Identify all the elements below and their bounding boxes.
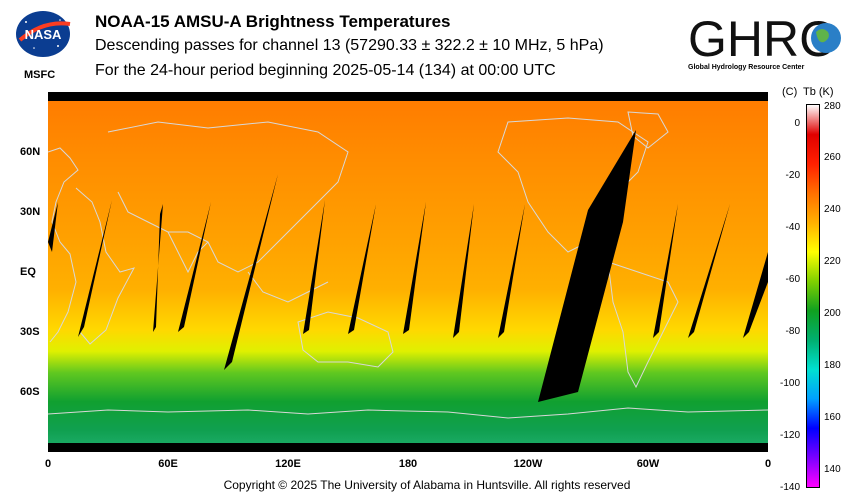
nasa-logo-text: NASA — [25, 27, 62, 42]
north-pole-gap — [48, 92, 768, 101]
colorbar-kelvin-tick: 280 — [824, 100, 841, 112]
colorbar-kelvin-tick: 160 — [824, 411, 841, 423]
y-tick-label: EQ — [20, 266, 36, 278]
orbit-swaths — [48, 130, 768, 402]
colorbar-kelvin-tick: 200 — [824, 308, 841, 320]
swath-9 — [453, 204, 474, 338]
y-tick-label: 30S — [20, 326, 40, 338]
coast-europe-africa — [48, 147, 79, 343]
colorbar-celsius-tick: 0 — [794, 118, 800, 130]
colorbar-kelvin-tick: 220 — [824, 256, 841, 268]
copyright-text: Copyright © 2025 The University of Alaba… — [223, 478, 631, 492]
x-tick-label: 60E — [158, 458, 178, 470]
colorbar-celsius-tick: -100 — [779, 377, 800, 389]
swath-7 — [348, 204, 376, 334]
colorbar-kelvin-tick: 180 — [824, 360, 841, 372]
colorbar-kelvin-label: Tb (K) — [803, 86, 834, 98]
swath-3 — [153, 204, 163, 332]
coast-africa-east — [75, 187, 135, 345]
colorbar — [806, 104, 820, 488]
coast-antarctica — [48, 407, 768, 419]
swath-6 — [303, 200, 325, 334]
swath-2 — [78, 200, 112, 337]
x-tick-label: 120W — [513, 458, 543, 470]
x-tick-label: 120E — [275, 458, 301, 470]
ghrc-logo-text: GHRC — [688, 11, 835, 64]
colorbar-celsius-tick: -60 — [785, 274, 800, 286]
y-tick-label: 60N — [20, 146, 41, 158]
y-tick-label: 60S — [20, 386, 40, 398]
x-tick-label: 180 — [398, 458, 418, 470]
coast-india — [167, 231, 209, 274]
brightness-map — [48, 92, 768, 452]
coast-greenland — [627, 111, 669, 149]
swath-13 — [688, 204, 730, 338]
swath-11 — [538, 130, 636, 402]
ghrc-logo: GHRC — [688, 11, 841, 64]
swath-1 — [48, 202, 58, 252]
swath-8 — [403, 202, 426, 334]
colorbar-celsius-tick: -40 — [785, 222, 800, 234]
nasa-logo: NASA — [16, 11, 71, 57]
swath-12 — [653, 204, 678, 338]
x-tick-label: 0 — [764, 458, 772, 470]
swath-10 — [498, 204, 525, 338]
coast-australia — [297, 311, 394, 368]
plot-subtitle: Descending passes for channel 13 (57290.… — [95, 37, 604, 54]
ghrc-subtitle: Global Hydrology Resource Center — [688, 64, 805, 71]
swath-4 — [178, 202, 211, 332]
swath-5 — [224, 174, 278, 370]
msfc-label: MSFC — [24, 69, 56, 81]
plot-title: NOAA-15 AMSU-A Brightness Temperatures — [95, 12, 451, 31]
period-text: For the 24-hour period beginning 2025-05… — [95, 62, 556, 79]
x-tick-label: 0 — [44, 458, 52, 470]
y-tick-label: 30N — [20, 206, 41, 218]
colorbar-celsius-tick: -80 — [785, 325, 800, 337]
colorbar-celsius-tick: -20 — [785, 170, 800, 182]
coast-se-asia — [247, 271, 329, 303]
colorbar-kelvin-tick: 140 — [824, 463, 841, 475]
south-pole-gap — [48, 443, 768, 452]
map-background — [48, 92, 768, 452]
colorbar-celsius-label: (C) — [782, 86, 798, 98]
colorbar-kelvin-tick: 260 — [824, 152, 841, 164]
x-tick-label: 60W — [636, 458, 660, 470]
coast-south-america — [607, 261, 679, 389]
colorbar-celsius-tick: -140 — [779, 481, 800, 493]
colorbar-kelvin-tick: 240 — [824, 204, 841, 216]
swath-14 — [743, 252, 768, 338]
colorbar-celsius-tick: -120 — [779, 429, 800, 441]
